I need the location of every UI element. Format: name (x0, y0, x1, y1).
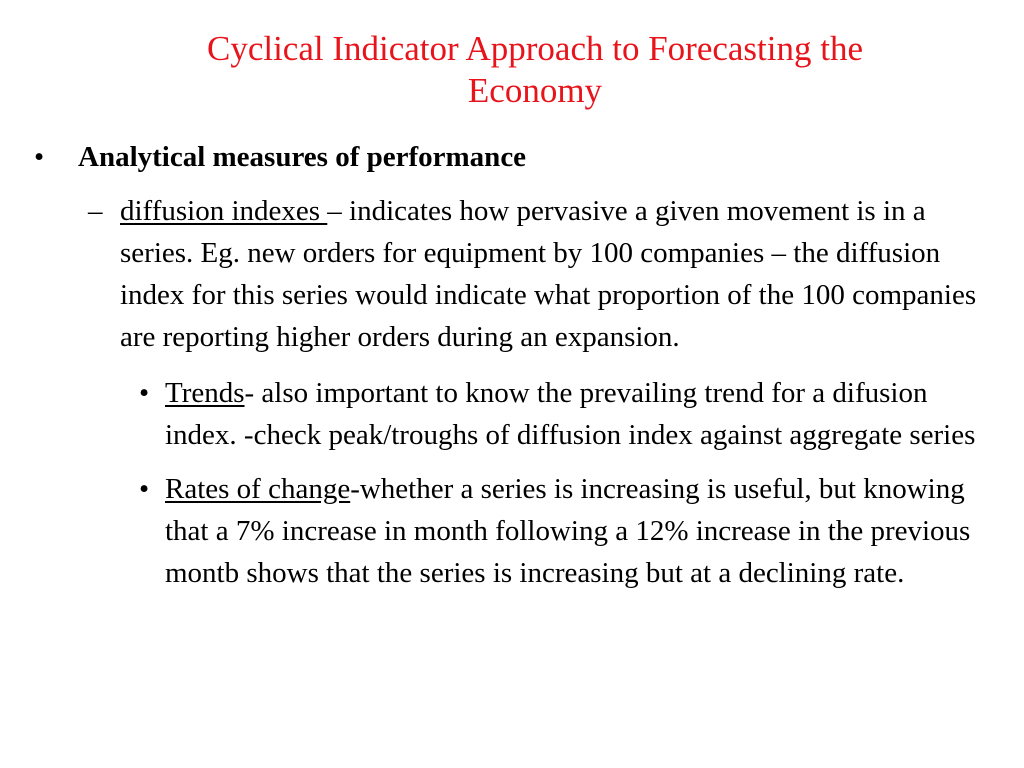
bullet-level2-diffusion-indexes: – diffusion indexes – indicates how perv… (88, 190, 990, 358)
rates-of-change-description: -whether a series is increasing is usefu… (165, 473, 971, 589)
slide-title: Cyclical Indicator Approach to Forecasti… (80, 28, 990, 112)
diffusion-indexes-description: – indicates how pervasive a given moveme… (120, 195, 977, 353)
title-line-2: Economy (467, 71, 603, 110)
bullet-marker: • (34, 141, 45, 173)
bullet-level3-trends: • Trends- also important to know the pre… (139, 372, 995, 456)
bullet-level1: • Analytical measures of performance (34, 138, 978, 176)
bullet-marker: • (139, 377, 150, 409)
dash-marker: – (88, 195, 103, 227)
title-line-1: Cyclical Indicator Approach to Forecasti… (206, 29, 864, 68)
term-diffusion-indexes: diffusion indexes (120, 195, 328, 227)
slide-content: • Analytical measures of performance – d… (0, 138, 1024, 594)
trends-description: - also important to know the prevailing … (165, 377, 976, 451)
term-rates-of-change: Rates of change (165, 473, 351, 505)
bullet-text: Analytical measures of performance (78, 141, 527, 173)
bullet-marker: • (139, 473, 150, 505)
term-trends: Trends (165, 377, 245, 409)
bullet-level3-rates-of-change: • Rates of change-whether a series is in… (139, 468, 995, 594)
